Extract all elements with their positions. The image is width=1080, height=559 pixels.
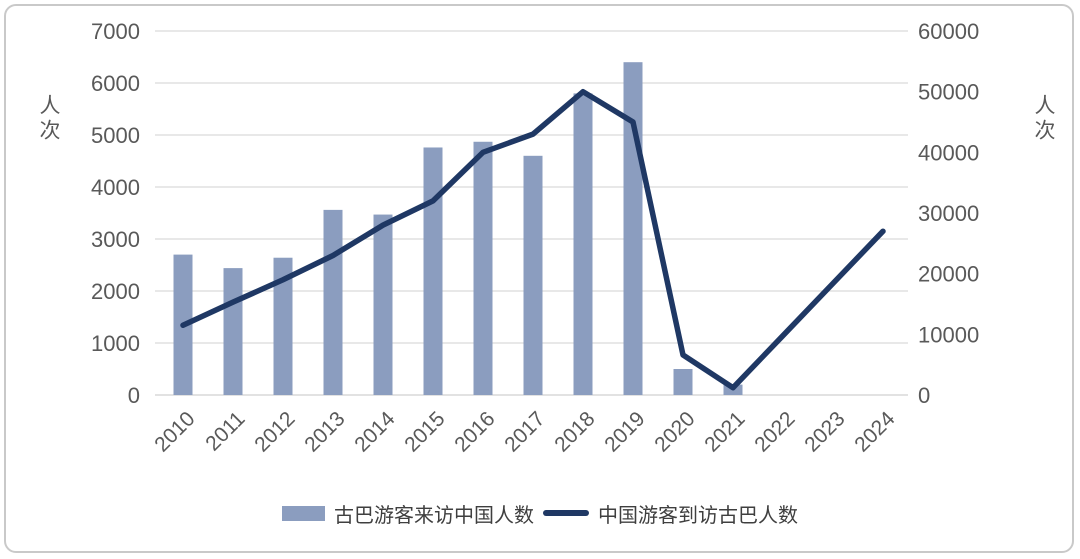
- chart-legend: 古巴游客来访中国人数 中国游客到访古巴人数: [0, 497, 1080, 529]
- x-axis-label-2021: 2021: [700, 407, 749, 456]
- bar-2013: [323, 209, 343, 395]
- x-axis-label-2011: 2011: [201, 407, 249, 455]
- bar-2014: [373, 214, 393, 395]
- x-axis-label-2010: 2010: [150, 407, 199, 456]
- x-axis-label-2012: 2012: [250, 407, 299, 456]
- x-axis-label-2014: 2014: [350, 407, 400, 457]
- bar-2016: [473, 141, 493, 395]
- bar-series-swatch-icon: [282, 505, 325, 521]
- right-axis-tick-label: 60000: [918, 19, 979, 44]
- right-axis-title: 人次: [1032, 94, 1055, 144]
- combo-chart: 0 1000 2000 3000 4000 5000 6000 7000 0 10000 20000…: [91, 19, 979, 457]
- x-axis-label-2013: 2013: [300, 407, 349, 456]
- left-axis-tick-label: 5000: [91, 123, 140, 148]
- bar-2015: [423, 147, 443, 395]
- legend-item-line-series: 中国游客到访古巴人数: [543, 499, 798, 528]
- right-axis-tick-label: 30000: [918, 201, 979, 226]
- x-axis-label-2020: 2020: [650, 407, 699, 456]
- left-axis-title: 人次: [37, 94, 60, 144]
- bar-2019: [623, 62, 643, 395]
- left-axis-tick-label: 1000: [91, 331, 140, 356]
- right-axis-tick-label: 50000: [918, 80, 979, 105]
- left-axis-tick-label: 0: [128, 383, 140, 408]
- line-series-swatch-icon: [543, 510, 589, 516]
- left-axis-tick-label: 3000: [91, 227, 140, 252]
- left-axis-tick-label: 6000: [91, 71, 140, 96]
- x-axis-label-2018: 2018: [550, 407, 599, 456]
- x-axis-label-2015: 2015: [400, 407, 449, 456]
- x-axis-label-2019: 2019: [600, 407, 649, 456]
- right-axis-tick-label: 40000: [918, 140, 979, 165]
- line-series-path: [180, 88, 886, 391]
- bar-2012: [273, 257, 293, 395]
- bar-2020: [673, 369, 693, 395]
- left-axis-tick-label: 7000: [91, 19, 140, 44]
- bar-2017: [523, 155, 543, 395]
- x-axis-label-2023: 2023: [800, 407, 849, 456]
- x-axis-label-2022: 2022: [750, 407, 799, 456]
- left-axis-tick-label: 2000: [91, 279, 140, 304]
- line-series-label: 中国游客到访古巴人数: [598, 504, 798, 527]
- x-axis-label-2016: 2016: [450, 407, 499, 456]
- left-axis-tick-label: 4000: [91, 175, 140, 200]
- legend-item-bar-series: 古巴游客来访中国人数: [282, 499, 534, 528]
- x-axis-label-2024: 2024: [850, 407, 900, 457]
- x-axis-label-2017: 2017: [500, 407, 549, 456]
- bar-2011: [223, 268, 243, 395]
- right-axis-tick-label: 10000: [918, 322, 979, 347]
- bar-series-label: 古巴游客来访中国人数: [334, 504, 534, 527]
- right-axis-tick-label: 0: [918, 383, 930, 408]
- bar-2018: [573, 93, 593, 396]
- right-axis-tick-label: 20000: [918, 262, 979, 287]
